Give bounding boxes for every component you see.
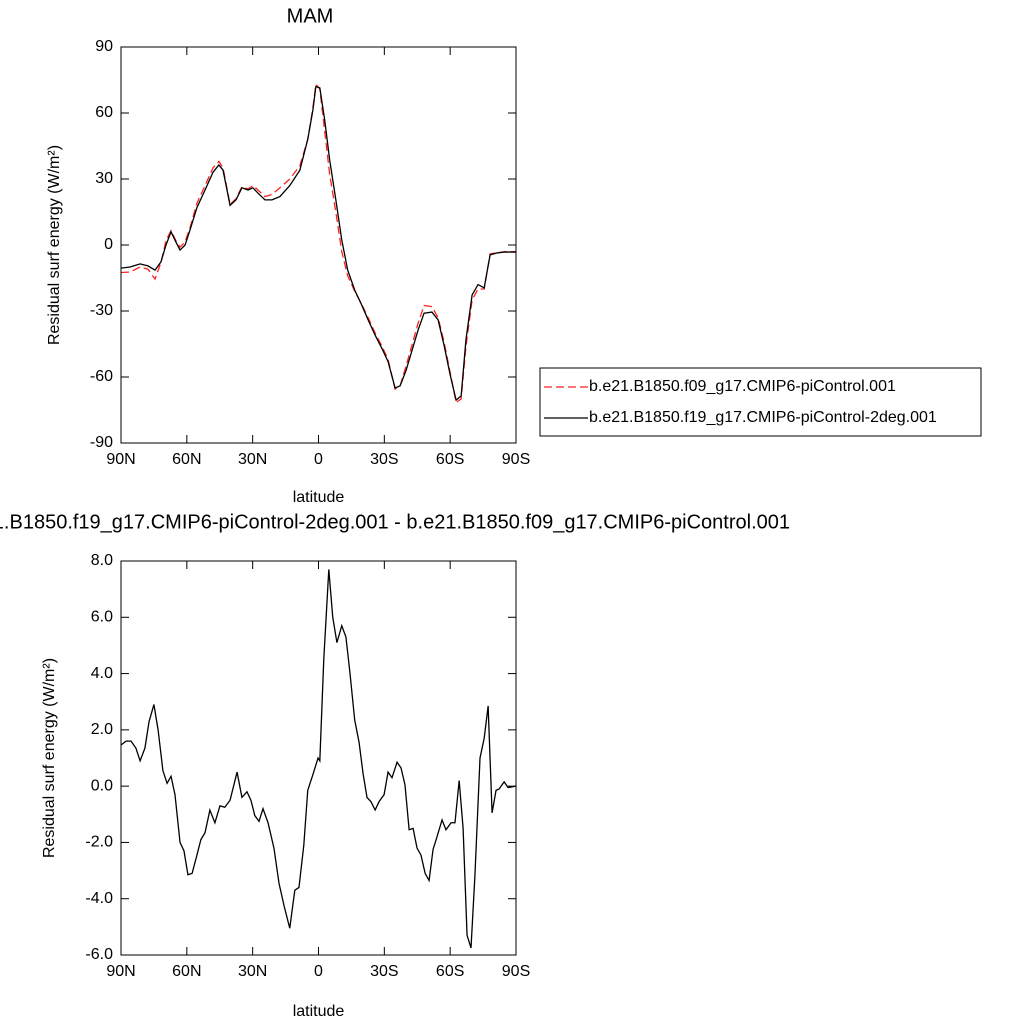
y-tick-label: 0.0 <box>91 777 113 794</box>
x-tick-label: 90N <box>106 451 135 468</box>
y-tick-label: 90 <box>95 38 113 55</box>
y-tick-label: 0 <box>104 236 113 253</box>
y-tick-label: 60 <box>95 104 113 121</box>
x-tick-label: 30N <box>238 963 267 980</box>
y-tick-label: 2.0 <box>91 721 113 738</box>
x-tick-label: 90N <box>106 963 135 980</box>
y-axis-label: Residual surf energy (W/m²) <box>46 145 63 345</box>
x-tick-label: 30S <box>370 963 398 980</box>
y-tick-label: -2.0 <box>85 834 113 851</box>
x-axis-label: latitude <box>293 489 345 506</box>
y-axis-label: Residual surf energy (W/m²) <box>41 658 58 858</box>
y-tick-label: 6.0 <box>91 609 113 626</box>
x-tick-label: 90S <box>502 451 530 468</box>
plot-frame <box>120 46 517 444</box>
y-tick-label: -4.0 <box>85 890 113 907</box>
y-tick-label: 4.0 <box>91 665 113 682</box>
y-tick-label: 30 <box>95 170 113 187</box>
chart-title: b.e21.B1850.f19_g17.CMIP6-piControl-2deg… <box>0 511 790 533</box>
x-tick-label: 60S <box>436 451 464 468</box>
data-line <box>120 85 516 402</box>
legend-label: b.e21.B1850.f19_g17.CMIP6-piControl-2deg… <box>589 409 937 426</box>
y-tick-label: -90 <box>90 434 113 451</box>
x-tick-label: 30N <box>238 451 267 468</box>
x-tick-label: 90S <box>502 963 530 980</box>
data-line <box>120 82 516 404</box>
x-tick-label: 60N <box>172 963 201 980</box>
x-tick-label: 0 <box>314 451 323 468</box>
data-line <box>120 569 517 949</box>
chart-title: MAM <box>287 5 334 27</box>
plot-frame <box>120 560 517 956</box>
y-tick-label: -6.0 <box>85 946 113 963</box>
legend-box <box>539 367 982 437</box>
y-tick-label: -60 <box>90 368 113 385</box>
y-tick-label: -30 <box>90 302 113 319</box>
x-axis-label: latitude <box>293 1003 345 1020</box>
x-tick-label: 60S <box>436 963 464 980</box>
x-tick-label: 60N <box>172 451 201 468</box>
y-tick-label: 8.0 <box>91 552 113 569</box>
legend-label: b.e21.B1850.f09_g17.CMIP6-piControl.001 <box>589 378 896 395</box>
x-tick-label: 0 <box>314 963 323 980</box>
x-tick-label: 30S <box>370 451 398 468</box>
